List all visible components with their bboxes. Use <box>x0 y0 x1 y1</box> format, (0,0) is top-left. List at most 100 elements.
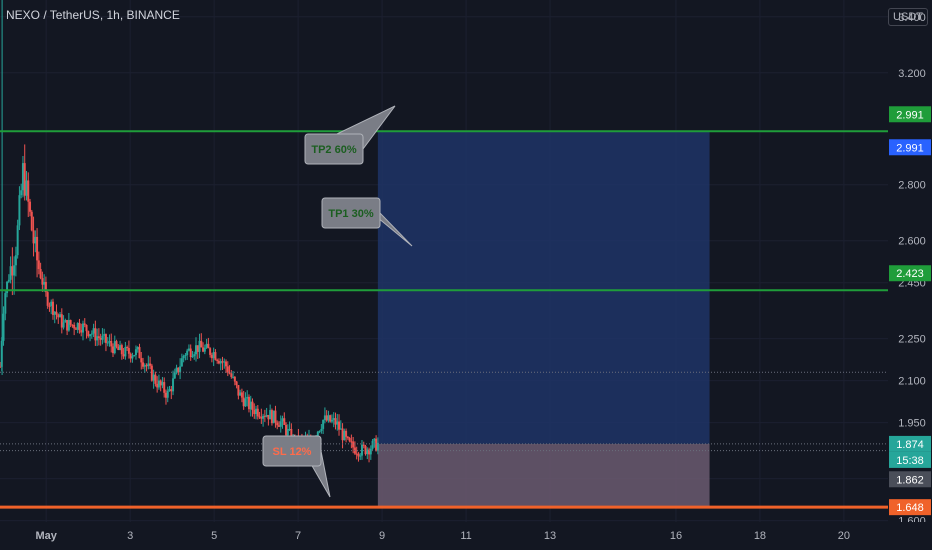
candle-body <box>152 374 155 381</box>
candle-body <box>240 392 243 398</box>
candlesticks <box>0 0 379 463</box>
candle-body <box>230 373 233 377</box>
candle-body <box>156 383 159 388</box>
currency-button[interactable]: USDT <box>888 8 928 26</box>
candle-body <box>103 334 106 336</box>
candle-body <box>161 382 164 386</box>
price-tag-tp1-bg <box>889 265 931 282</box>
candle-body <box>226 366 229 373</box>
candle-body <box>332 418 335 420</box>
callout-label-sl: SL 12% <box>273 446 312 458</box>
candle-body <box>80 330 83 333</box>
candle-body <box>53 311 56 315</box>
profit-zone <box>377 131 710 444</box>
candle-body <box>221 361 224 363</box>
callout-box <box>321 197 381 229</box>
candle-body <box>214 352 217 360</box>
candle-body <box>7 279 10 282</box>
candle-body <box>357 453 360 457</box>
candle-body <box>203 347 206 352</box>
candle-body <box>127 348 130 354</box>
candle-body <box>339 428 342 430</box>
candle-body <box>62 322 65 328</box>
time-tick-label: 9 <box>379 530 385 542</box>
candle-body <box>51 301 54 315</box>
candle-body <box>14 255 17 266</box>
candle-body <box>44 281 47 293</box>
candle-body <box>288 428 291 430</box>
candle-body <box>159 380 162 386</box>
candle-body <box>27 180 30 202</box>
candle-body <box>239 392 242 396</box>
candle-body <box>9 266 12 280</box>
candle-body <box>74 328 77 330</box>
candle-body <box>39 268 42 279</box>
candle-body <box>48 305 51 307</box>
candle-body <box>334 418 337 425</box>
candle-body <box>92 328 95 334</box>
candle-body <box>117 346 120 350</box>
candle-body <box>209 348 212 355</box>
candle-body <box>119 345 122 350</box>
candle-body <box>18 195 21 226</box>
candle-body <box>29 201 32 212</box>
candle-body <box>205 343 208 348</box>
candle-body <box>267 414 270 420</box>
candle-body <box>154 374 157 384</box>
candle-body <box>173 372 176 379</box>
price-tick-label: 2.250 <box>898 334 926 346</box>
candle-body <box>90 333 93 335</box>
candle-body <box>43 281 46 285</box>
candle-body <box>362 444 365 446</box>
candle-body <box>55 311 58 315</box>
candle-body <box>143 365 146 367</box>
candle-body <box>163 382 166 393</box>
candle-body <box>124 346 127 357</box>
time-tick-label: May <box>35 530 57 542</box>
candle-body <box>177 367 180 373</box>
candle-body <box>364 445 367 455</box>
price-tag-tp2-bg <box>889 106 931 123</box>
candle-body <box>352 441 355 448</box>
candle-body <box>255 408 258 415</box>
candle-body <box>373 438 376 441</box>
candle-body <box>166 391 169 398</box>
candle-body <box>237 385 240 396</box>
candle-body <box>184 355 187 357</box>
candle-body <box>325 415 328 421</box>
candle-body <box>32 230 35 244</box>
candle-body <box>260 416 263 419</box>
candle-body <box>329 415 332 422</box>
candle-body <box>34 236 37 244</box>
price-tag: 2.991 <box>896 142 924 154</box>
time-axis[interactable]: May 3 5 7 9 11 13 16 18 20 <box>0 522 932 550</box>
candle-body <box>30 211 33 231</box>
candle-body <box>120 345 123 355</box>
candle-body <box>242 397 245 407</box>
price-tag: 1.862 <box>896 474 924 486</box>
candle-body <box>350 441 353 443</box>
candle-body <box>228 372 231 374</box>
price-tag: 15:38 <box>896 455 924 467</box>
candle-body <box>179 366 182 373</box>
candle-body <box>375 438 378 451</box>
candle-body <box>186 350 189 356</box>
price-tag-bg <box>889 139 931 156</box>
candle-body <box>193 354 196 357</box>
candle-body <box>133 355 136 357</box>
candle-body <box>376 442 379 451</box>
candle-body <box>277 425 280 427</box>
candle-body <box>253 410 256 415</box>
candle-body <box>87 331 90 337</box>
candle-body <box>37 260 40 269</box>
callout-box <box>304 133 364 165</box>
candle-body <box>168 389 171 392</box>
candle-body <box>50 301 53 307</box>
candle-body <box>327 415 330 421</box>
candle-body <box>232 376 235 378</box>
candle-body <box>283 418 286 425</box>
candle-body <box>202 347 205 352</box>
candle-body <box>157 380 160 388</box>
candle-body <box>69 320 72 325</box>
